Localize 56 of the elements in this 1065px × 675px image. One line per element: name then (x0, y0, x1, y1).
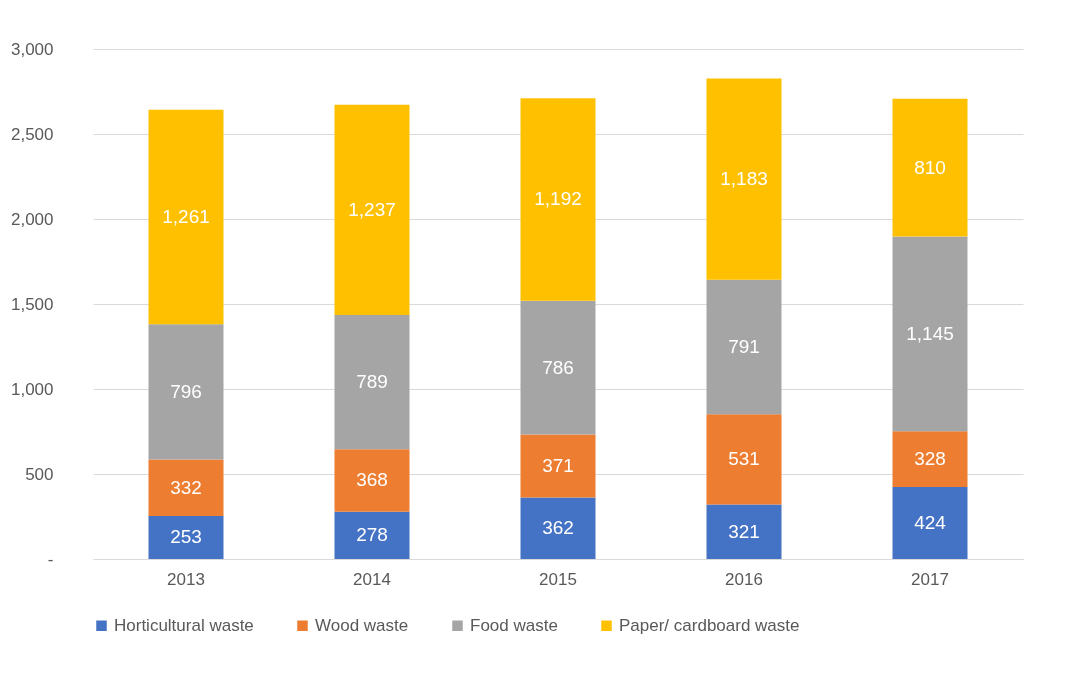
x-tick-label: 2015 (539, 569, 577, 589)
x-tick-label: 2016 (725, 569, 763, 589)
data-label: 796 (170, 380, 202, 402)
x-tick-label: 2017 (911, 569, 949, 589)
data-label: 786 (542, 356, 574, 378)
y-tick-label: - (47, 549, 54, 569)
y-tick-label: 1,000 (10, 379, 54, 399)
data-label: 321 (728, 520, 760, 542)
data-label: 531 (728, 448, 760, 470)
legend-label: Paper/ cardboard waste (619, 615, 800, 635)
bar (892, 236, 968, 432)
bar (520, 434, 596, 498)
data-label: 1,261 (162, 206, 210, 228)
legend-label: Wood waste (315, 615, 409, 635)
data-label: 1,145 (906, 322, 954, 344)
data-label: 424 (914, 511, 947, 533)
bar (520, 98, 596, 301)
x-tick-label: 2014 (353, 569, 391, 589)
bar (334, 449, 410, 512)
bar (520, 300, 596, 435)
data-label: 789 (356, 371, 388, 393)
data-label: 810 (914, 156, 946, 178)
x-tick-label: 2013 (167, 569, 205, 589)
bar (706, 414, 782, 505)
legend-label: Food waste (470, 615, 558, 635)
data-label: 253 (170, 526, 202, 548)
data-label: 1,192 (534, 188, 582, 210)
data-label: 328 (914, 448, 946, 470)
data-label: 791 (728, 335, 760, 357)
bar (892, 486, 968, 559)
bar (148, 109, 224, 325)
y-tick-label: 3,000 (10, 39, 54, 59)
bar (148, 324, 224, 460)
bar (148, 515, 224, 559)
bar (334, 511, 410, 559)
y-tick-label: 2,500 (10, 124, 54, 144)
bar (706, 279, 782, 415)
bar (334, 104, 410, 316)
bar (706, 78, 782, 280)
bar (334, 315, 410, 450)
y-tick-label: 1,500 (10, 294, 54, 314)
data-label: 278 (356, 524, 388, 546)
bar (892, 98, 968, 237)
bar (520, 497, 596, 559)
data-label: 332 (170, 476, 202, 498)
data-label: 1,183 (720, 168, 768, 190)
data-label: 368 (356, 469, 388, 491)
y-tick-label: 500 (25, 464, 54, 484)
bar (892, 431, 968, 487)
bar (148, 459, 224, 516)
bar (706, 504, 782, 559)
data-label: 1,237 (348, 198, 396, 220)
legend-label: Horticultural waste (114, 615, 254, 635)
data-label: 371 (542, 454, 574, 476)
data-label: 362 (542, 517, 574, 539)
y-tick-label: 2,000 (10, 209, 54, 229)
